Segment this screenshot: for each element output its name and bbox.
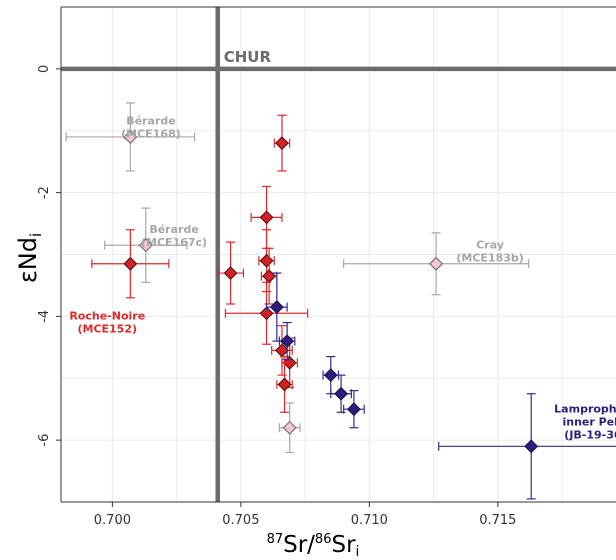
red-diamond-marker (259, 253, 274, 268)
y-axis-title-sub: i (27, 233, 45, 237)
annotation-cray-line: Cray (476, 238, 504, 251)
red-point-5 (260, 247, 278, 305)
blue-point-1 (278, 321, 296, 361)
blue-diamond-marker (347, 402, 361, 417)
y-axis-title: εNdi (14, 233, 45, 283)
red-diamond-marker (223, 266, 238, 280)
red-diamond-marker (123, 256, 138, 271)
annotation-cray-line: (MCE183b) (456, 251, 523, 264)
red-diamond-marker (259, 210, 274, 225)
red-diamond-marker (259, 306, 274, 321)
axis-titles: 87Sr/86Sri εNdi (14, 233, 359, 560)
annotation-roche-noire-line: Roche-Noire (69, 309, 145, 322)
annotation-berarde-mce167c-line: (MCE167c) (141, 236, 207, 249)
x-tick-label: 0.705 (222, 513, 259, 528)
pink-point-2 (343, 232, 530, 296)
y-tick-label: -6 (37, 434, 52, 447)
red-point-9 (276, 355, 293, 413)
annotation-lamprophyre-line: Lamprophyre (554, 402, 616, 415)
x-axis-title-part1: Sr/ (283, 532, 315, 558)
pink-diamond-marker (429, 256, 444, 271)
axes: 0.700 0.705 0.710 0.715 0 -2 -4 -6 (37, 6, 616, 528)
red-diamond-marker (282, 355, 297, 370)
annotation-berarde-mce168-line: (MCE168) (121, 128, 181, 141)
pink-point-1 (104, 207, 188, 283)
x-axis-title: 87Sr/86Sri (267, 532, 360, 560)
annotation-cray: Cray (MCE183b) (456, 238, 523, 264)
x-axis-title-sup2: 86 (315, 532, 332, 547)
pink-diamond-marker (123, 130, 138, 144)
x-axis-title-part2: Sr (331, 532, 356, 558)
y-tick-label: 0 (37, 65, 52, 73)
red-diamond-marker (277, 377, 292, 392)
blue-diamond-marker (323, 368, 338, 383)
x-axis-title-sub: i (356, 544, 360, 560)
y-axis-title-main: εNd (14, 237, 42, 283)
blue-diamond-marker (334, 386, 348, 401)
annotation-berarde-mce167c: Bérarde (MCE167c) (141, 223, 207, 249)
red-point-0 (273, 114, 291, 172)
blue-point-2 (322, 355, 340, 395)
y-tick-label: -2 (37, 186, 52, 199)
x-axis-title-sup1: 87 (267, 532, 284, 547)
annotation-roche-noire-line: (MCE152) (77, 322, 137, 335)
x-tick-label: 0.700 (94, 513, 131, 528)
annotation-berarde-mce168: Bérarde (MCE168) (121, 115, 181, 141)
annotation-lamprophyre: Lamprophyreinner Pelv.(JB-19-36) (554, 402, 616, 441)
blue-point-5 (438, 393, 616, 500)
pink-point-0 (65, 102, 196, 172)
red-diamond-marker (262, 269, 277, 284)
red-diamond-marker (275, 136, 289, 151)
chur-label: CHUR (224, 48, 272, 66)
annotation-berarde-mce167c-line: Bérarde (149, 223, 198, 236)
pink-diamond-marker (138, 238, 153, 253)
x-tick-label: 0.710 (351, 513, 388, 528)
annotation-lamprophyre-line: (JB-19-36) (564, 428, 616, 441)
annotation-roche-noire: Roche-Noire (MCE152) (69, 309, 145, 335)
y-tick-label: -4 (37, 310, 52, 323)
blue-diamond-marker (280, 334, 295, 349)
annotation-berarde-mce168-line: Bérarde (126, 115, 175, 128)
x-tick-label: 0.715 (479, 513, 516, 528)
annotation-lamprophyre-line: inner Pelv. (562, 415, 616, 428)
blue-point-4 (343, 390, 365, 429)
pink-diamond-marker (282, 420, 297, 435)
pink-point-3 (278, 402, 301, 454)
blue-diamond-marker (269, 300, 284, 315)
red-point-3 (217, 241, 245, 305)
red-point-2 (91, 229, 170, 299)
blue-diamond-marker (524, 439, 539, 454)
red-point-6 (224, 281, 309, 345)
blue-point-3 (330, 374, 352, 413)
